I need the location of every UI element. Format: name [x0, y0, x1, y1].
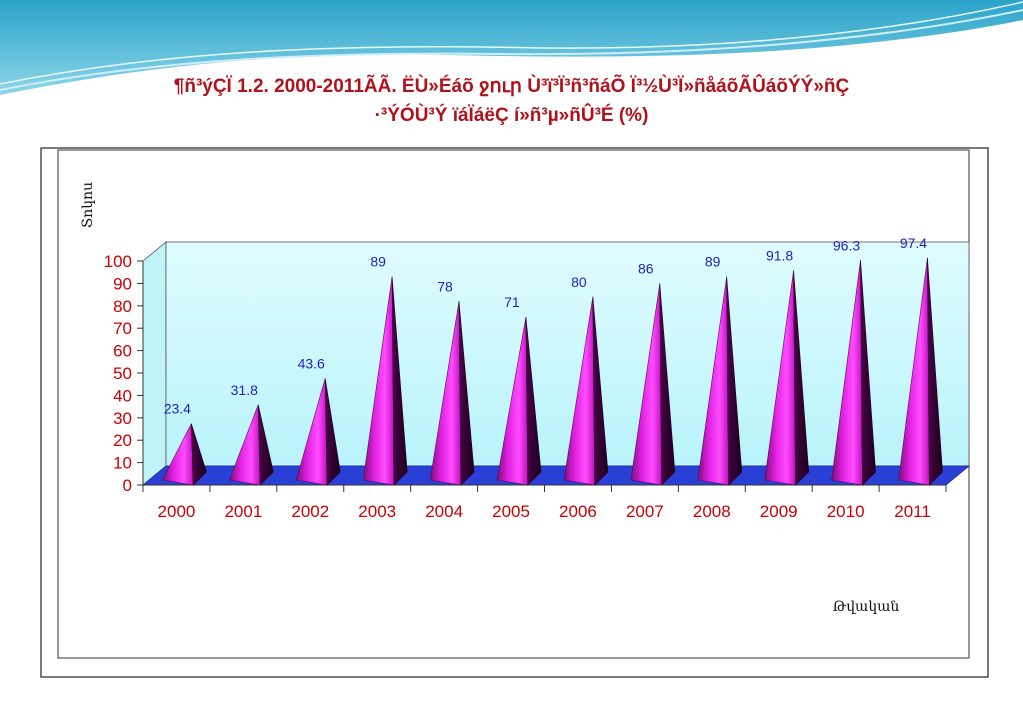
- y-tick-label: 10: [113, 454, 132, 473]
- x-tick-label: 2001: [224, 502, 262, 521]
- y-tick-label: 70: [113, 319, 132, 338]
- x-tick-label: 2003: [358, 502, 396, 521]
- x-tick-label: 2011: [894, 502, 931, 521]
- x-tick-label: 2004: [425, 502, 463, 521]
- x-tick-label: 2008: [693, 502, 731, 521]
- data-label: 96.3: [833, 237, 860, 253]
- x-tick-label: 2002: [291, 502, 329, 521]
- pyramid-bar-side: [458, 301, 475, 486]
- y-tick-label: 0: [123, 476, 132, 495]
- data-label: 89: [705, 254, 721, 270]
- data-label: 97.4: [900, 235, 927, 251]
- data-label: 89: [370, 254, 386, 270]
- pyramid-bar-side: [726, 276, 743, 486]
- data-label: 86: [638, 260, 654, 276]
- data-label: 91.8: [766, 247, 793, 263]
- y-axis-label: Տոկոս: [80, 182, 96, 228]
- chart-title-line-1: ¶ñ³ýÇÏ 1.2. 2000-2011ÃÃ. ËÙ»Éáõ ջուր Ù³ï…: [173, 76, 850, 97]
- y-tick-label: 60: [113, 342, 132, 361]
- pyramid-bar-side: [191, 423, 207, 486]
- y-tick-label: 30: [113, 409, 132, 428]
- pyramid-bar-side: [324, 378, 341, 486]
- x-tick-label: 2007: [626, 502, 664, 521]
- pyramid-bar-side: [659, 283, 676, 486]
- x-tick-label: 2010: [827, 502, 865, 521]
- x-tick-label: 2009: [760, 502, 798, 521]
- x-tick-label: 2006: [559, 502, 597, 521]
- x-axis-label: Թվական: [833, 599, 900, 615]
- pyramid-bar-side: [793, 270, 810, 486]
- data-label: 43.6: [298, 355, 325, 371]
- pyramid-bar-side: [257, 404, 274, 486]
- y-tick-label: 80: [113, 297, 132, 316]
- back-wall: [165, 241, 970, 467]
- x-axis-ticks: 2000 2001 2002 2003 2004 2005 2006 2007 2008 2009…: [142, 485, 947, 521]
- chart-title-line-2: ·³ÝÓÙ³Ý ïáÏáëÇ í»ñ³µ»ñÛ³É (%): [374, 105, 649, 126]
- pyramid-bar-side: [525, 316, 542, 486]
- pyramid-bar-side: [927, 257, 943, 486]
- data-label: 80: [571, 274, 587, 290]
- data-label: 78: [437, 278, 453, 294]
- chart-outer-frame: [40, 147, 989, 678]
- y-tick-label: 100: [104, 252, 132, 271]
- y-tick-label: 90: [113, 274, 132, 293]
- x-tick-label: 2000: [158, 502, 196, 521]
- y-tick-label: 40: [113, 386, 132, 405]
- y-axis-ticks: 0 10 20 30 40 50 60 70 80 90 100: [104, 252, 143, 495]
- x-tick-label: 2005: [492, 502, 530, 521]
- data-label: 23.4: [164, 401, 191, 417]
- data-label: 71: [504, 294, 520, 310]
- pyramid-bar-side: [592, 296, 609, 486]
- y-tick-label: 50: [113, 364, 132, 383]
- pyramid-bar-side: [860, 260, 876, 486]
- left-wall: [142, 241, 167, 486]
- data-label: 31.8: [231, 382, 258, 398]
- data-series: 23.4 31.8 43.6 89 78 71 80 86 89 91.8 96.3 97.4: [162, 235, 943, 486]
- pyramid-bar-side: [391, 276, 408, 486]
- y-tick-label: 20: [113, 431, 132, 450]
